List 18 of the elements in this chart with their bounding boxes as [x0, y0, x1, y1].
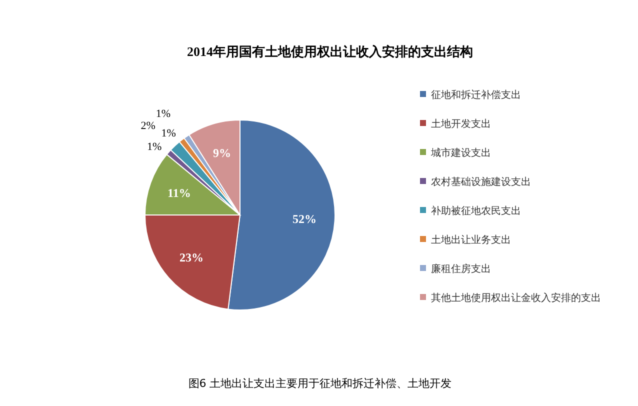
- legend-label: 征地和拆迁补偿支出: [431, 89, 521, 101]
- legend-label: 城市建设支出: [430, 147, 491, 159]
- chart-title: 2014年用国有土地使用权出让收入安排的支出结构: [187, 44, 473, 59]
- data-label: 1%: [146, 140, 162, 153]
- data-label: 52%: [292, 212, 316, 226]
- data-label: 1%: [161, 127, 176, 140]
- legend-label: 其他土地使用权出让金收入安排的支出: [431, 292, 601, 304]
- legend-label: 农村基础设施建设支出: [431, 176, 531, 188]
- legend-label: 土地开发支出: [431, 118, 491, 130]
- data-label: 1%: [156, 108, 171, 120]
- legend-label: 廉租住房支出: [431, 263, 491, 275]
- legend-label: 土地出让业务支出: [431, 234, 511, 246]
- data-label: 23%: [180, 250, 204, 265]
- data-label: 9%: [212, 146, 231, 160]
- legend-label: 补助被征地农民支出: [431, 205, 521, 217]
- caption: 图6 土地出让支出主要用于征地和拆迁补偿、土地开发: [188, 377, 452, 390]
- data-label: 2%: [140, 120, 156, 132]
- data-label: 11%: [168, 186, 191, 200]
